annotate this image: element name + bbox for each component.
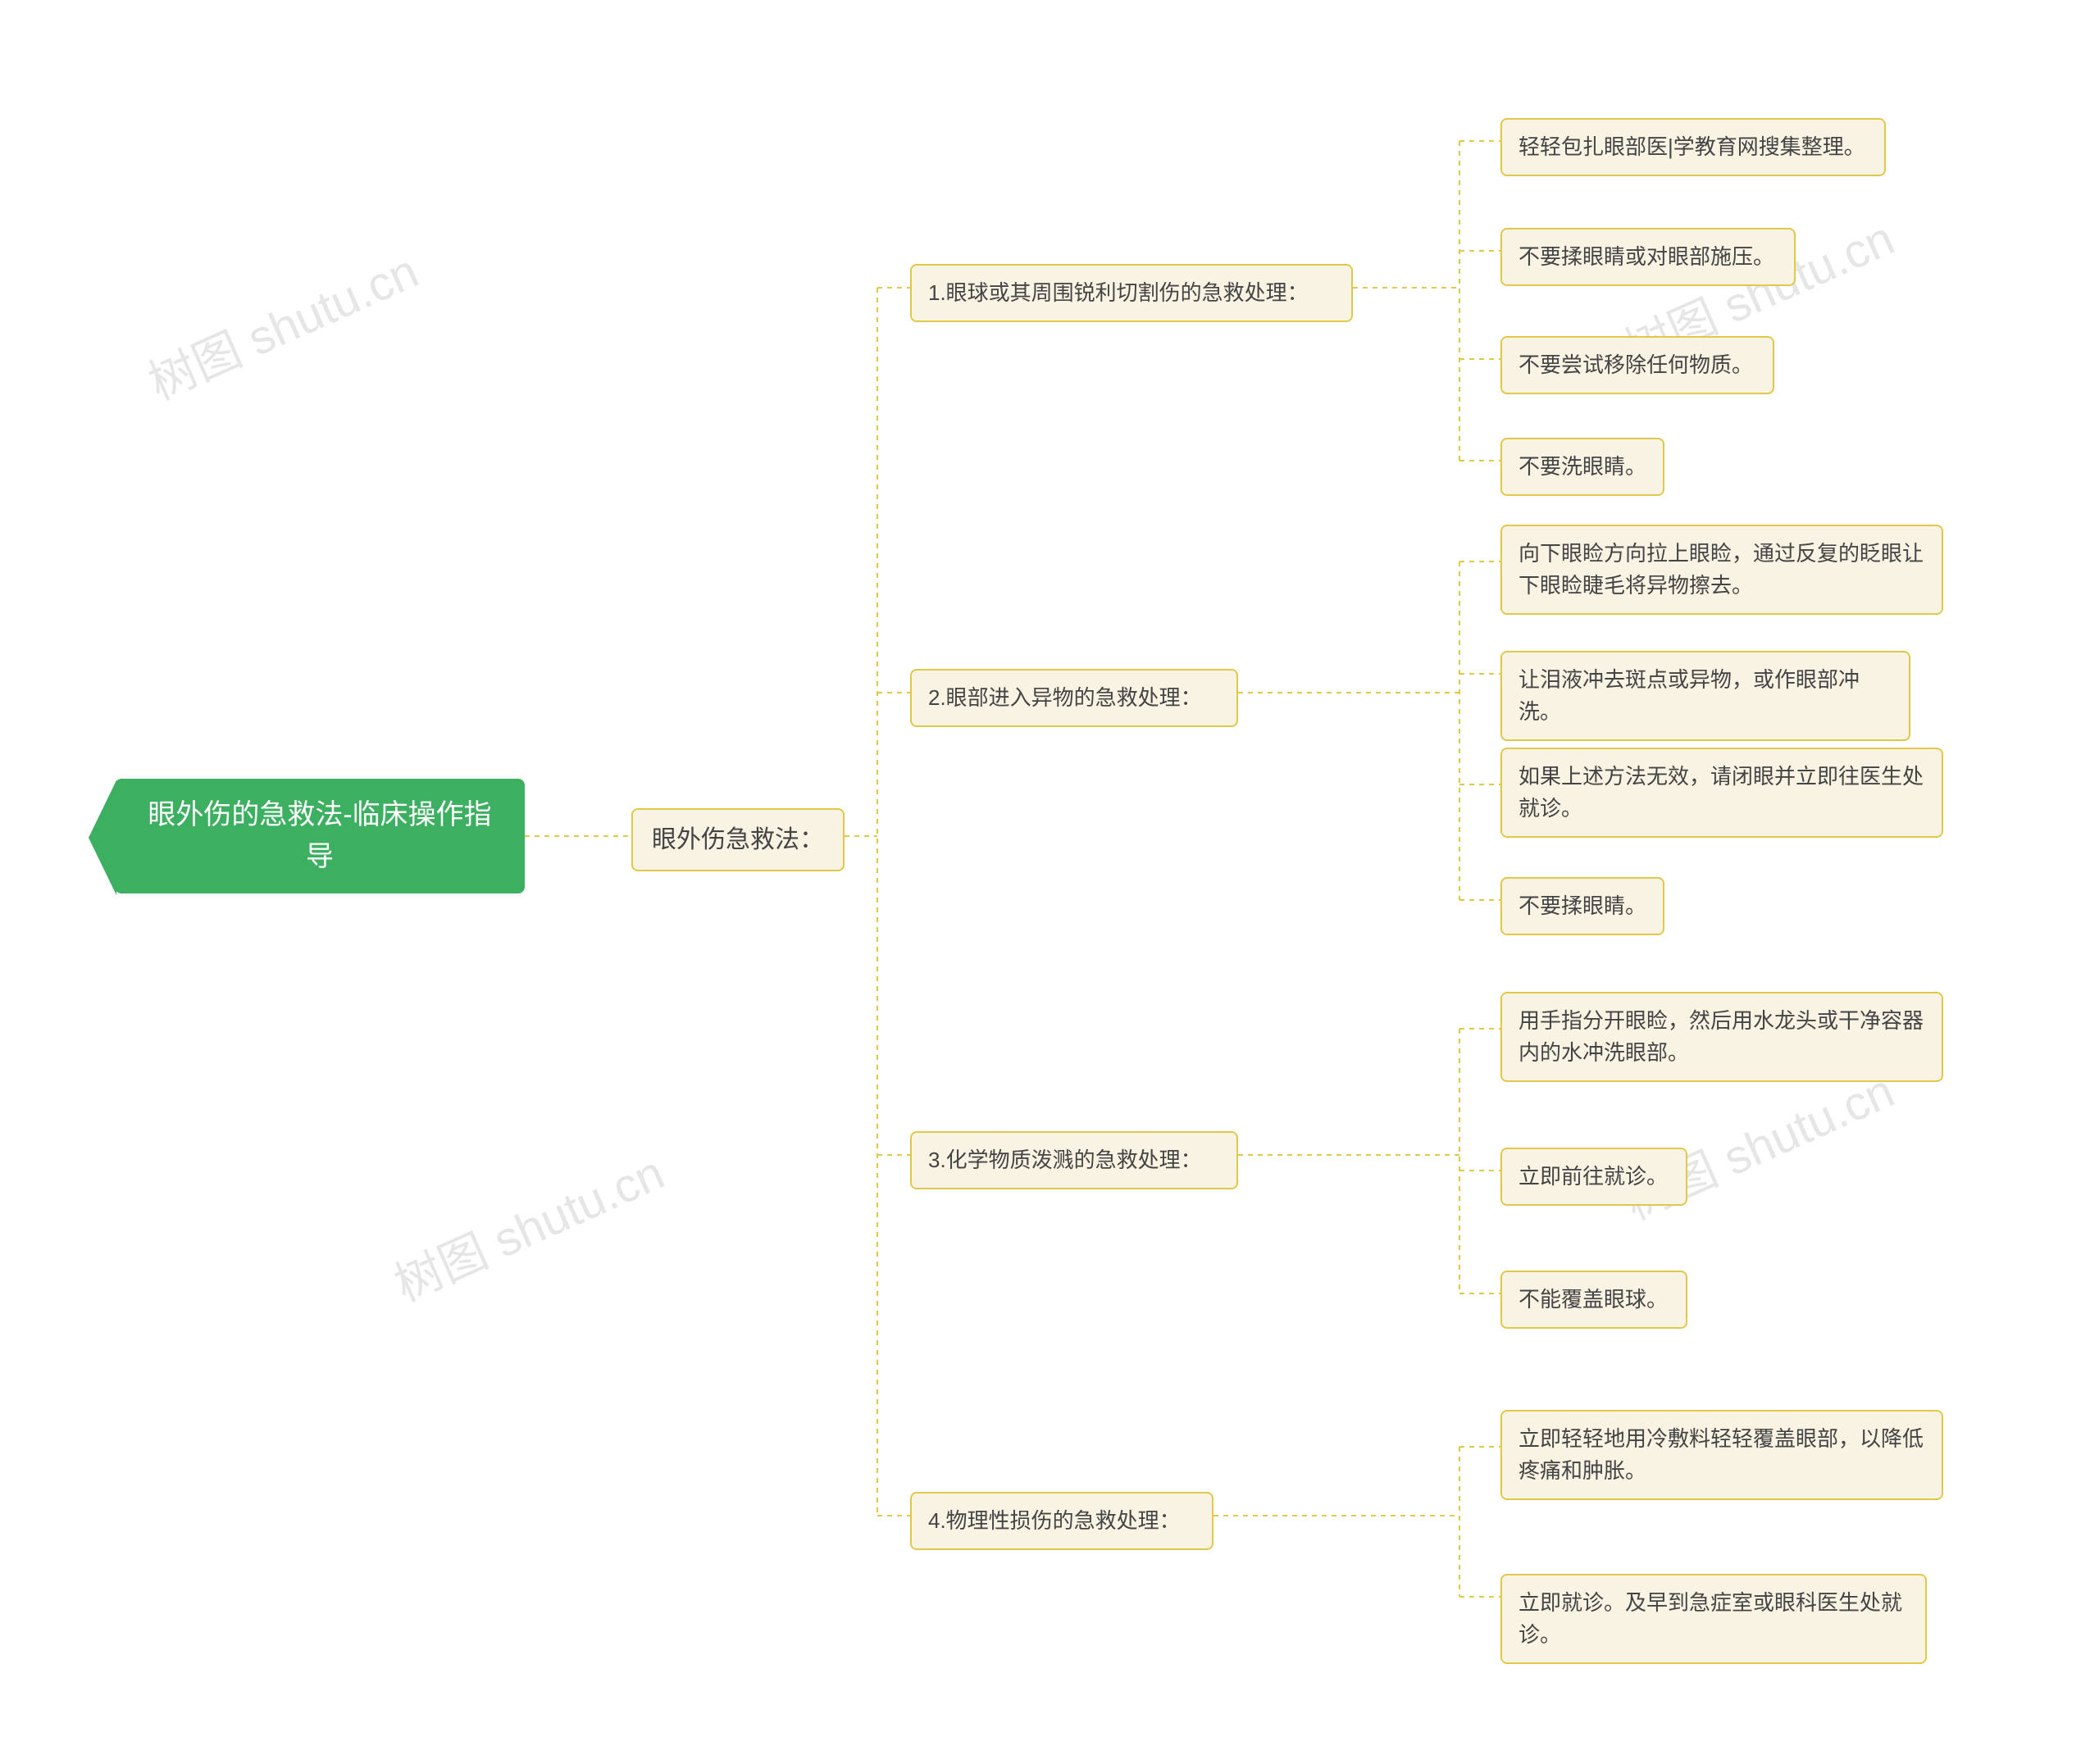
leaf-node: 轻轻包扎眼部医|学教育网搜集整理。 <box>1500 118 1886 176</box>
leaf-label: 立即轻轻地用冷敷料轻轻覆盖眼部，以降低疼痛和肿胀。 <box>1518 1423 1925 1487</box>
branch-1: 1.眼球或其周围锐利切割伤的急救处理： <box>910 264 1353 322</box>
leaf-node: 用手指分开眼睑，然后用水龙头或干净容器内的水冲洗眼部。 <box>1500 992 1943 1082</box>
leaf-label: 轻轻包扎眼部医|学教育网搜集整理。 <box>1518 131 1865 163</box>
branch-label: 2.眼部进入异物的急救处理： <box>928 682 1202 714</box>
leaf-node: 不能覆盖眼球。 <box>1500 1271 1687 1329</box>
watermark: 树图 shutu.cn <box>382 1134 673 1315</box>
leaf-node: 向下眼睑方向拉上眼睑，通过反复的眨眼让下眼睑睫毛将异物擦去。 <box>1500 525 1943 615</box>
level1-label: 眼外伤急救法： <box>652 821 824 858</box>
leaf-label: 不能覆盖眼球。 <box>1518 1284 1668 1316</box>
leaf-node: 不要揉眼睛。 <box>1500 877 1664 935</box>
leaf-label: 不要揉眼睛或对眼部施压。 <box>1518 241 1774 273</box>
leaf-label: 让泪液冲去斑点或异物，或作眼部冲洗。 <box>1518 664 1892 728</box>
leaf-label: 不要尝试移除任何物质。 <box>1518 349 1753 381</box>
branch-label: 4.物理性损伤的急救处理： <box>928 1505 1181 1537</box>
leaf-label: 如果上述方法无效，请闭眼并立即往医生处就诊。 <box>1518 761 1925 825</box>
leaf-node: 让泪液冲去斑点或异物，或作眼部冲洗。 <box>1500 651 1910 741</box>
leaf-label: 向下眼睑方向拉上眼睑，通过反复的眨眼让下眼睑睫毛将异物擦去。 <box>1518 538 1925 602</box>
branch-label: 1.眼球或其周围锐利切割伤的急救处理： <box>928 277 1309 309</box>
leaf-node: 不要尝试移除任何物质。 <box>1500 336 1774 394</box>
watermark: 树图 shutu.cn <box>136 233 427 413</box>
branch-3: 3.化学物质泼溅的急救处理： <box>910 1131 1238 1189</box>
leaf-node: 立即前往就诊。 <box>1500 1148 1687 1206</box>
root-node: 眼外伤的急救法-临床操作指导 <box>115 779 525 893</box>
leaf-node: 立即就诊。及早到急症室或眼科医生处就诊。 <box>1500 1574 1927 1664</box>
branch-4: 4.物理性损伤的急救处理： <box>910 1492 1213 1550</box>
leaf-node: 立即轻轻地用冷敷料轻轻覆盖眼部，以降低疼痛和肿胀。 <box>1500 1410 1943 1500</box>
leaf-label: 用手指分开眼睑，然后用水龙头或干净容器内的水冲洗眼部。 <box>1518 1005 1925 1069</box>
leaf-node: 不要揉眼睛或对眼部施压。 <box>1500 228 1796 286</box>
branch-label: 3.化学物质泼溅的急救处理： <box>928 1144 1202 1176</box>
leaf-node: 如果上述方法无效，请闭眼并立即往医生处就诊。 <box>1500 748 1943 838</box>
leaf-label: 不要洗眼睛。 <box>1518 451 1646 483</box>
leaf-label: 不要揉眼睛。 <box>1518 890 1646 922</box>
root-label: 眼外伤的急救法-临床操作指导 <box>143 794 497 878</box>
branch-2: 2.眼部进入异物的急救处理： <box>910 669 1238 727</box>
level1-node: 眼外伤急救法： <box>631 808 845 871</box>
leaf-label: 立即就诊。及早到急症室或眼科医生处就诊。 <box>1518 1587 1909 1651</box>
leaf-label: 立即前往就诊。 <box>1518 1161 1668 1193</box>
leaf-node: 不要洗眼睛。 <box>1500 438 1664 496</box>
